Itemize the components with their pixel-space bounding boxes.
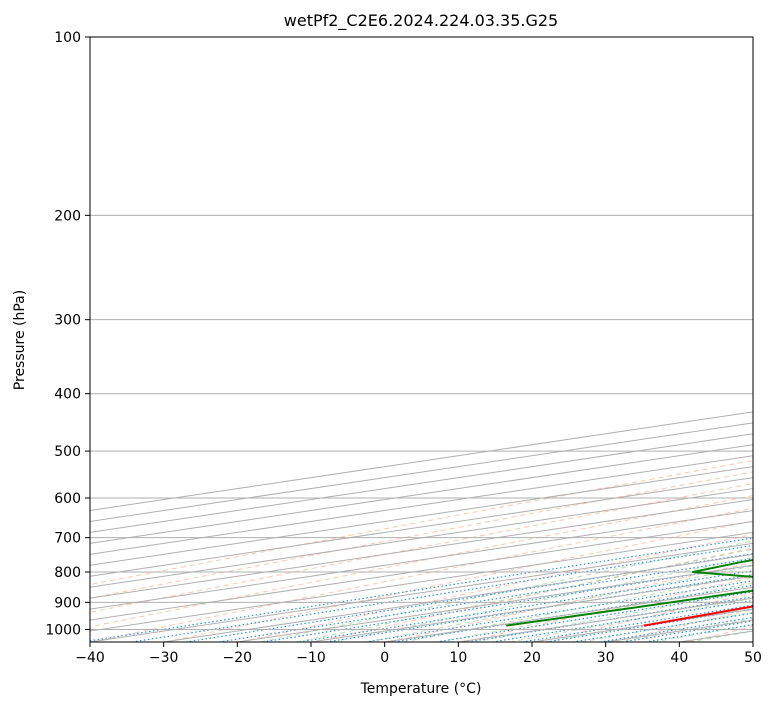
x-tick-label: −10 xyxy=(296,650,326,666)
mixing-ratio-line xyxy=(492,599,753,642)
x-tick-label: 30 xyxy=(597,650,615,666)
x-axis-label: Temperature (°C) xyxy=(360,681,482,697)
moist-adiabat-line xyxy=(403,573,753,642)
dry-adiabat-line xyxy=(239,533,753,642)
isotherm-line xyxy=(90,509,753,610)
moist-adiabat-line xyxy=(509,597,753,642)
x-tick-label: 50 xyxy=(744,650,762,666)
mixing-ratio-line xyxy=(90,537,753,642)
isotherm-line xyxy=(90,411,753,512)
isotherm-line xyxy=(90,531,753,632)
moist-adiabat-line xyxy=(580,611,753,642)
x-tick-label: −40 xyxy=(75,650,105,666)
dry-adiabat-line xyxy=(463,577,753,642)
isotherm-line xyxy=(458,597,753,642)
y-tick-label: 900 xyxy=(54,595,81,611)
y-tick-label: 800 xyxy=(54,565,81,581)
isotherm-line xyxy=(605,619,753,642)
y-tick-label: 100 xyxy=(54,30,81,46)
isotherm-line xyxy=(752,641,753,642)
moist-adiabat-line xyxy=(296,548,753,642)
isotherm-line xyxy=(90,488,753,588)
mixing-ratio-line xyxy=(572,612,753,642)
isotherm-line xyxy=(237,564,753,642)
isotherm-line xyxy=(90,422,753,522)
isotherm-line xyxy=(90,520,753,621)
y-tick-label: 700 xyxy=(54,531,81,547)
isotherm-line xyxy=(90,444,753,544)
dry-adiabat-line xyxy=(90,459,753,586)
isotherm-line xyxy=(90,499,753,599)
dry-adiabat-line xyxy=(763,37,775,642)
y-tick-label: 300 xyxy=(54,313,81,329)
y-tick-label: 600 xyxy=(54,491,81,507)
mixing-ratio-line xyxy=(599,616,753,642)
isotherm-line xyxy=(679,630,753,642)
mixing-ratio-line xyxy=(131,544,753,642)
chart-title: wetPf2_C2E6.2024.224.03.35.G25 xyxy=(284,11,558,31)
x-tick-label: −20 xyxy=(223,650,253,666)
isotherm-line xyxy=(90,433,753,533)
x-tick-label: 40 xyxy=(670,650,688,666)
y-tick-label: 400 xyxy=(54,387,81,403)
isotherm-line xyxy=(90,466,753,566)
x-tick-label: −30 xyxy=(149,650,179,666)
mixing-ratio-line xyxy=(185,553,753,642)
dry-adiabat-line xyxy=(90,471,753,599)
moist-adiabat-line xyxy=(616,618,753,642)
dry-adiabat-line xyxy=(613,608,753,642)
y-axis-label: Pressure (hPa) xyxy=(12,290,28,390)
dry-adiabat-line xyxy=(314,547,753,642)
isotherm-line xyxy=(90,477,753,577)
moist-adiabat-line xyxy=(438,582,753,642)
isotherm-line xyxy=(90,455,753,555)
isotherm-line xyxy=(384,586,753,642)
dry-adiabat-line xyxy=(90,495,753,628)
moist-adiabat-line xyxy=(260,540,753,642)
x-tick-label: 10 xyxy=(449,650,467,666)
dry-adiabat-line xyxy=(90,507,753,642)
dry-adiabat-line xyxy=(90,483,753,613)
x-tick-label: 20 xyxy=(523,650,541,666)
mixing-ratio-line xyxy=(522,604,753,642)
moist-adiabat-line xyxy=(367,565,753,642)
mixing-ratio-line xyxy=(218,557,753,642)
y-tick-label: 1000 xyxy=(45,622,81,638)
plot-frame xyxy=(89,36,754,643)
y-tick-label: 500 xyxy=(54,444,81,460)
x-tick-label: 0 xyxy=(380,650,389,666)
y-tick-label: 200 xyxy=(54,208,81,224)
